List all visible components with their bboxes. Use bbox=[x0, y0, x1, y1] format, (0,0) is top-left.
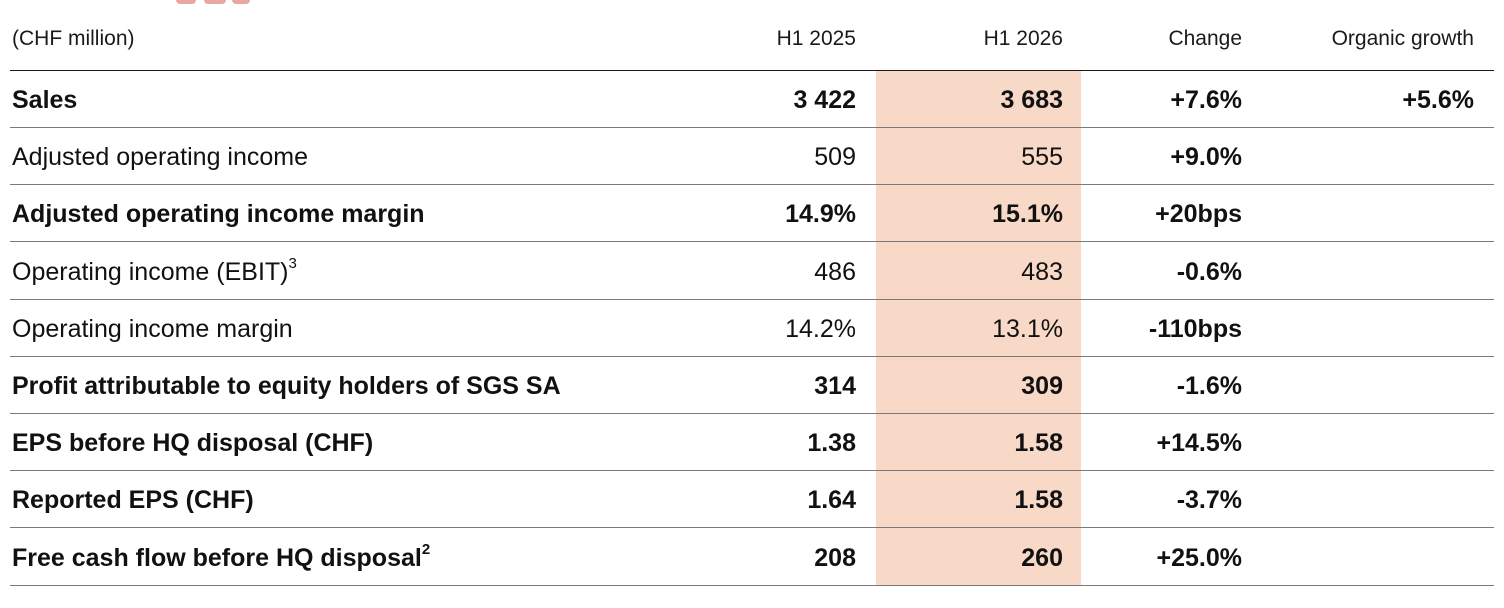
cell-change: -110bps bbox=[1148, 314, 1242, 343]
cell-change: +14.5% bbox=[1156, 429, 1243, 458]
row-label-text: Operating income margin bbox=[12, 314, 293, 343]
row-divider bbox=[10, 413, 1494, 414]
cell-h1-2026: 3 683 bbox=[1000, 86, 1063, 114]
row-divider bbox=[10, 584, 1494, 586]
cell-change: +9.0% bbox=[1170, 143, 1242, 172]
cell-h1-2025: 1.64 bbox=[807, 486, 856, 515]
row-label-text: Sales bbox=[12, 86, 78, 114]
table-row: Operating income margin 14.2% 13.1% -110bps bbox=[0, 300, 1504, 357]
row-divider bbox=[10, 470, 1494, 472]
row-divider bbox=[10, 241, 1494, 243]
row-label: Operating income (EBIT)3 bbox=[12, 255, 297, 287]
table-row: Adjusted operating income margin 14.9% 15.… bbox=[0, 185, 1504, 243]
cell-change: +20bps bbox=[1155, 200, 1242, 229]
table-row: Profit attributable to equity holders of… bbox=[0, 357, 1504, 414]
row-label-text: Adjusted operating income margin bbox=[12, 200, 425, 229]
cell-h1-2026: 309 bbox=[1021, 372, 1063, 400]
cell-h1-2026: 15.1% bbox=[992, 200, 1063, 229]
row-label: Sales bbox=[12, 85, 77, 115]
heading-fragment bbox=[0, 0, 300, 4]
row-label: Reported EPS (CHF) bbox=[12, 485, 254, 515]
cell-h1-2025: 314 bbox=[814, 372, 856, 400]
table-row: EPS before HQ disposal (CHF) 1.38 1.58 +14.… bbox=[0, 414, 1504, 472]
table-row: Operating income (EBIT)3 486 483 -0.6% bbox=[0, 243, 1504, 300]
table-row: Reported EPS (CHF) 1.64 1.58 -3.7% bbox=[0, 471, 1504, 529]
cell-h1-2026: 13.1% bbox=[992, 314, 1063, 343]
column-header-h1-2026: H1 2026 bbox=[983, 27, 1063, 50]
cell-organic-growth: +5.6% bbox=[1402, 86, 1474, 114]
heading-fragment-mark bbox=[232, 0, 250, 4]
cell-change: +25.0% bbox=[1156, 543, 1243, 572]
row-divider bbox=[10, 355, 1494, 357]
row-label-text: EPS before HQ disposal (CHF) bbox=[12, 429, 374, 458]
table-row: Free cash flow before HQ disposal2 208 260… bbox=[0, 529, 1504, 586]
table-row: Adjusted operating income 509 555 +9.0% bbox=[0, 128, 1504, 186]
row-label: Profit attributable to equity holders of… bbox=[12, 371, 561, 401]
unit-label: (CHF million) bbox=[12, 27, 135, 50]
row-label-text: Reported EPS (CHF) bbox=[12, 486, 254, 515]
cell-h1-2025: 486 bbox=[814, 257, 856, 286]
row-label: EPS before HQ disposal (CHF) bbox=[12, 428, 373, 458]
cell-h1-2026: 1.58 bbox=[1014, 429, 1063, 458]
row-label: Adjusted operating income bbox=[12, 142, 308, 172]
footnote-marker: 3 bbox=[288, 255, 297, 273]
cell-h1-2025: 14.2% bbox=[785, 314, 856, 343]
cell-h1-2025: 14.9% bbox=[785, 200, 856, 229]
table-header-row: (CHF million) H1 2025 H1 2026 Change Org… bbox=[0, 0, 1504, 71]
row-label-text: Profit attributable to equity holders of… bbox=[12, 372, 561, 400]
cell-h1-2026: 483 bbox=[1021, 257, 1063, 286]
cell-change: +7.6% bbox=[1170, 86, 1242, 114]
row-divider bbox=[10, 298, 1494, 300]
row-label: Operating income margin bbox=[12, 314, 293, 344]
row-label: Adjusted operating income margin bbox=[12, 199, 425, 229]
row-divider bbox=[10, 527, 1494, 529]
cell-change: -3.7% bbox=[1176, 486, 1242, 515]
column-header-h1-2025: H1 2025 bbox=[776, 27, 856, 50]
column-header-change: Change bbox=[1168, 27, 1242, 50]
cell-h1-2025: 3 422 bbox=[793, 86, 856, 114]
cell-h1-2026: 260 bbox=[1021, 543, 1063, 572]
cell-change: -0.6% bbox=[1176, 257, 1242, 286]
row-divider bbox=[10, 184, 1494, 186]
row-label-text: Operating income (EBIT) bbox=[12, 257, 289, 286]
row-label-text: Free cash flow before HQ disposal bbox=[12, 543, 422, 572]
cell-h1-2026: 1.58 bbox=[1014, 486, 1063, 515]
heading-fragment-mark bbox=[176, 0, 196, 4]
cell-h1-2025: 1.38 bbox=[807, 429, 856, 458]
row-label: Free cash flow before HQ disposal2 bbox=[12, 541, 431, 573]
heading-fragment-mark bbox=[204, 0, 226, 4]
footnote-marker: 2 bbox=[421, 541, 431, 559]
column-header-organic-growth: Organic growth bbox=[1331, 27, 1474, 50]
table-row: Sales 3 422 3 683 +7.6% +5.6% bbox=[0, 71, 1504, 128]
cell-h1-2025: 509 bbox=[814, 143, 856, 172]
header-divider bbox=[10, 70, 1494, 71]
row-divider bbox=[10, 127, 1494, 128]
cell-change: -1.6% bbox=[1176, 372, 1242, 400]
h1-2026-column-highlight bbox=[876, 71, 1081, 586]
cell-h1-2025: 208 bbox=[814, 543, 856, 572]
cell-h1-2026: 555 bbox=[1021, 143, 1063, 172]
row-label-text: Adjusted operating income bbox=[12, 143, 309, 172]
